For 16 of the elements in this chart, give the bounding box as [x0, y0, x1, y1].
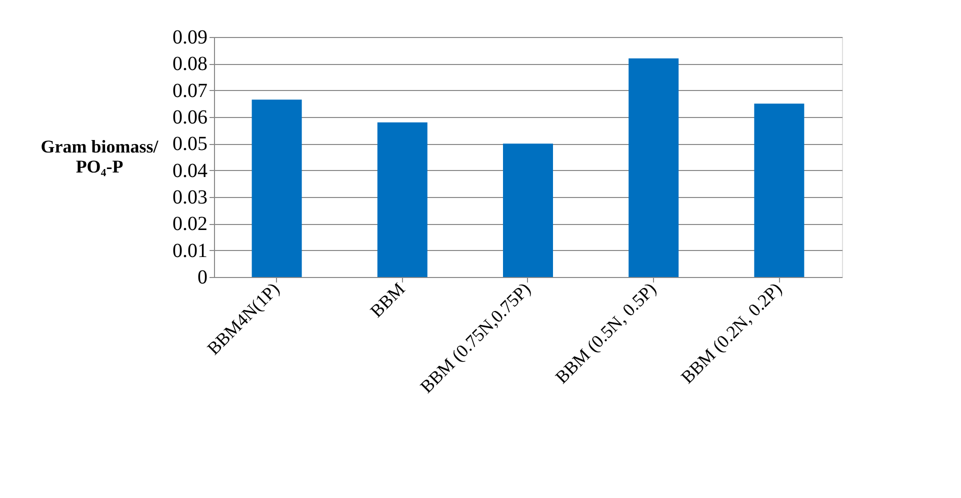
- y-tick-label: 0.02: [172, 213, 208, 236]
- bar: [628, 58, 679, 277]
- y-tick-label: 0.08: [172, 53, 208, 76]
- y-tick-label: 0.01: [172, 240, 208, 262]
- y-tick-label: 0.09: [172, 26, 208, 48]
- bar: [377, 122, 428, 277]
- y-tick-label: 0: [198, 266, 208, 288]
- y-tick-label: 0.06: [172, 106, 208, 128]
- y-axis-title: Gram biomass/ PO₄-P: [40, 136, 160, 176]
- bar: [252, 100, 302, 277]
- y-tick-label: 0.07: [172, 80, 208, 102]
- y-tick-label: 0.05: [172, 133, 208, 156]
- bar: [754, 104, 804, 277]
- y-tick-label: 0.04: [172, 160, 208, 182]
- y-tick-label: 0.03: [172, 186, 208, 208]
- bar: [503, 144, 553, 277]
